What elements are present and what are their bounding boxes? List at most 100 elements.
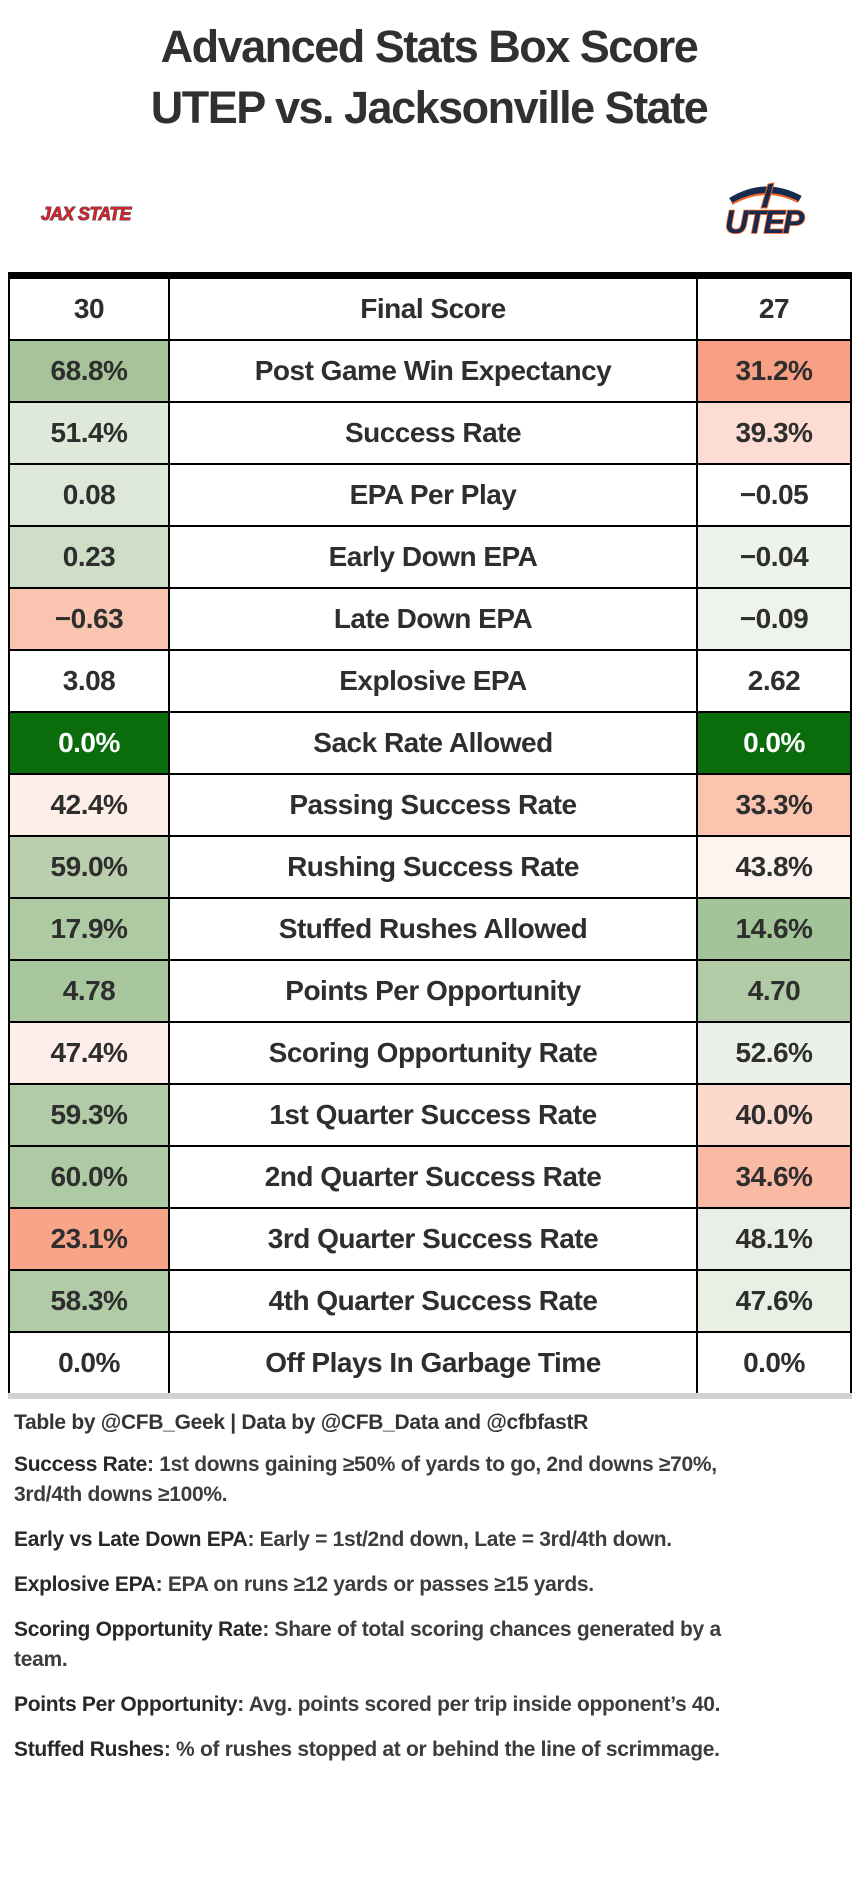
home-value-cell: 0.0% bbox=[696, 711, 852, 775]
home-value-cell: −0.05 bbox=[696, 463, 852, 527]
footnote-desc: : Early = 1st/2nd down, Late = 3rd/4th d… bbox=[247, 1528, 672, 1551]
table-row: 59.0% Rushing Success Rate 43.8% bbox=[8, 835, 852, 899]
home-value-cell: 43.8% bbox=[696, 835, 852, 899]
metric-label-cell: Late Down EPA bbox=[168, 587, 698, 651]
metric-label-cell: Off Plays In Garbage Time bbox=[168, 1331, 698, 1396]
away-value-cell: 59.3% bbox=[8, 1083, 170, 1147]
footnote-term: Success Rate bbox=[14, 1453, 147, 1476]
home-value-cell: 40.0% bbox=[696, 1083, 852, 1147]
utep-logo: UTEP bbox=[724, 182, 806, 241]
table-row: 58.3% 4th Quarter Success Rate 47.6% bbox=[8, 1269, 852, 1333]
away-value-cell: 0.0% bbox=[8, 1331, 170, 1396]
metric-label-cell: Passing Success Rate bbox=[168, 773, 698, 837]
home-value-cell: 47.6% bbox=[696, 1269, 852, 1333]
metric-label-cell: Stuffed Rushes Allowed bbox=[168, 897, 698, 961]
footnote-points-per-opportunity: Points Per Opportunity: Avg. points scor… bbox=[14, 1690, 774, 1720]
home-value-cell: 33.3% bbox=[696, 773, 852, 837]
away-value-cell: 60.0% bbox=[8, 1145, 170, 1209]
box-score-table: 30 Final Score 27 68.8% Post Game Win Ex… bbox=[8, 272, 852, 1399]
table-row: 3.08 Explosive EPA 2.62 bbox=[8, 649, 852, 713]
table-row: 23.1% 3rd Quarter Success Rate 48.1% bbox=[8, 1207, 852, 1271]
metric-label-cell: Rushing Success Rate bbox=[168, 835, 698, 899]
title-line-1: Advanced Stats Box Score bbox=[160, 21, 699, 72]
footnote-desc: : Avg. points scored per trip inside opp… bbox=[237, 1693, 721, 1716]
away-value-cell: 17.9% bbox=[8, 897, 170, 961]
home-value-cell: 2.62 bbox=[696, 649, 852, 713]
metric-label-cell: 2nd Quarter Success Rate bbox=[168, 1145, 698, 1209]
footnote-term: Points Per Opportunity bbox=[14, 1693, 238, 1716]
away-value-cell: 4.78 bbox=[8, 959, 170, 1023]
footnote-stuffed-rushes: Stuffed Rushes: % of rushes stopped at o… bbox=[14, 1735, 774, 1765]
table-row: 30 Final Score 27 bbox=[8, 274, 852, 341]
home-value-cell: 0.0% bbox=[696, 1331, 852, 1396]
table-row: 0.0% Sack Rate Allowed 0.0% bbox=[8, 711, 852, 775]
table-row: 17.9% Stuffed Rushes Allowed 14.6% bbox=[8, 897, 852, 961]
table-row: 47.4% Scoring Opportunity Rate 52.6% bbox=[8, 1021, 852, 1085]
metric-label-cell: EPA Per Play bbox=[168, 463, 698, 527]
home-value-cell: 4.70 bbox=[696, 959, 852, 1023]
jaxstate-logo: JAX STATE bbox=[40, 203, 133, 224]
away-value-cell: 30 bbox=[8, 274, 170, 341]
table-row: 51.4% Success Rate 39.3% bbox=[8, 401, 852, 465]
utep-pickaxe-head-icon bbox=[729, 186, 802, 205]
footnote-term: Explosive EPA bbox=[14, 1573, 156, 1596]
table-row: 0.08 EPA Per Play −0.05 bbox=[8, 463, 852, 527]
table-row: 4.78 Points Per Opportunity 4.70 bbox=[8, 959, 852, 1023]
away-value-cell: 23.1% bbox=[8, 1207, 170, 1271]
away-value-cell: 3.08 bbox=[8, 649, 170, 713]
home-value-cell: 39.3% bbox=[696, 401, 852, 465]
metric-label-cell: 3rd Quarter Success Rate bbox=[168, 1207, 698, 1271]
utep-wordmark: UTEP bbox=[725, 204, 805, 240]
metric-label-cell: Early Down EPA bbox=[168, 525, 698, 589]
jaxstate-wordmark: JAX STATE bbox=[41, 204, 133, 224]
metric-label-cell: Points Per Opportunity bbox=[168, 959, 698, 1023]
footnote-scoring-opportunity-rate: Scoring Opportunity Rate: Share of total… bbox=[14, 1615, 774, 1675]
footnote-desc: : EPA on runs ≥12 yards or passes ≥15 ya… bbox=[155, 1573, 595, 1596]
away-value-cell: 59.0% bbox=[8, 835, 170, 899]
metric-label-cell: Final Score bbox=[168, 274, 698, 341]
attribution-line: Table by @CFB_Geek | Data by @CFB_Data a… bbox=[14, 1411, 589, 1434]
table-row: 0.23 Early Down EPA −0.04 bbox=[8, 525, 852, 589]
metric-label-cell: 1st Quarter Success Rate bbox=[168, 1083, 698, 1147]
title-line-2: UTEP vs. Jacksonville State bbox=[150, 82, 709, 133]
table-row: 59.3% 1st Quarter Success Rate 40.0% bbox=[8, 1083, 852, 1147]
home-value-cell: −0.04 bbox=[696, 525, 852, 589]
metric-label-cell: Success Rate bbox=[168, 401, 698, 465]
metric-label-cell: 4th Quarter Success Rate bbox=[168, 1269, 698, 1333]
footnote-desc: : 1st downs gaining ≥50% of yards to go,… bbox=[14, 1453, 717, 1506]
away-value-cell: −0.63 bbox=[8, 587, 170, 651]
footnote-desc: : Share of total scoring chances generat… bbox=[14, 1618, 721, 1671]
footnote-explosive-epa: Explosive EPA: EPA on runs ≥12 yards or … bbox=[14, 1570, 774, 1600]
away-value-cell: 0.08 bbox=[8, 463, 170, 527]
home-value-cell: 31.2% bbox=[696, 339, 852, 403]
utep-pickaxe-handle-icon bbox=[760, 182, 775, 209]
footnote-early-late-epa: Early vs Late Down EPA: Early = 1st/2nd … bbox=[14, 1525, 774, 1555]
home-value-cell: −0.09 bbox=[696, 587, 852, 651]
footnote-term: Early vs Late Down EPA bbox=[14, 1528, 248, 1551]
metric-label-cell: Post Game Win Expectancy bbox=[168, 339, 698, 403]
away-value-cell: 0.23 bbox=[8, 525, 170, 589]
away-value-cell: 42.4% bbox=[8, 773, 170, 837]
metric-label-cell: Scoring Opportunity Rate bbox=[168, 1021, 698, 1085]
away-value-cell: 47.4% bbox=[8, 1021, 170, 1085]
home-value-cell: 34.6% bbox=[696, 1145, 852, 1209]
home-value-cell: 52.6% bbox=[696, 1021, 852, 1085]
footnote-success-rate: Success Rate: 1st downs gaining ≥50% of … bbox=[14, 1450, 774, 1510]
table-row: 42.4% Passing Success Rate 33.3% bbox=[8, 773, 852, 837]
footnote-desc: : % of rushes stopped at or behind the l… bbox=[163, 1738, 720, 1761]
away-value-cell: 51.4% bbox=[8, 401, 170, 465]
footnote-term: Stuffed Rushes bbox=[14, 1738, 164, 1761]
table-row: 68.8% Post Game Win Expectancy 31.2% bbox=[8, 339, 852, 403]
notes-section: Table by @CFB_Geek | Data by @CFB_Data a… bbox=[0, 1411, 858, 1765]
home-value-cell: 48.1% bbox=[696, 1207, 852, 1271]
metric-label-cell: Explosive EPA bbox=[168, 649, 698, 713]
home-value-cell: 27 bbox=[696, 274, 852, 341]
metric-label-cell: Sack Rate Allowed bbox=[168, 711, 698, 775]
table-row: 0.0% Off Plays In Garbage Time 0.0% bbox=[8, 1331, 852, 1396]
table-row: 60.0% 2nd Quarter Success Rate 34.6% bbox=[8, 1145, 852, 1209]
away-value-cell: 58.3% bbox=[8, 1269, 170, 1333]
away-value-cell: 0.0% bbox=[8, 711, 170, 775]
away-value-cell: 68.8% bbox=[8, 339, 170, 403]
table-row: −0.63 Late Down EPA −0.09 bbox=[8, 587, 852, 651]
home-value-cell: 14.6% bbox=[696, 897, 852, 961]
